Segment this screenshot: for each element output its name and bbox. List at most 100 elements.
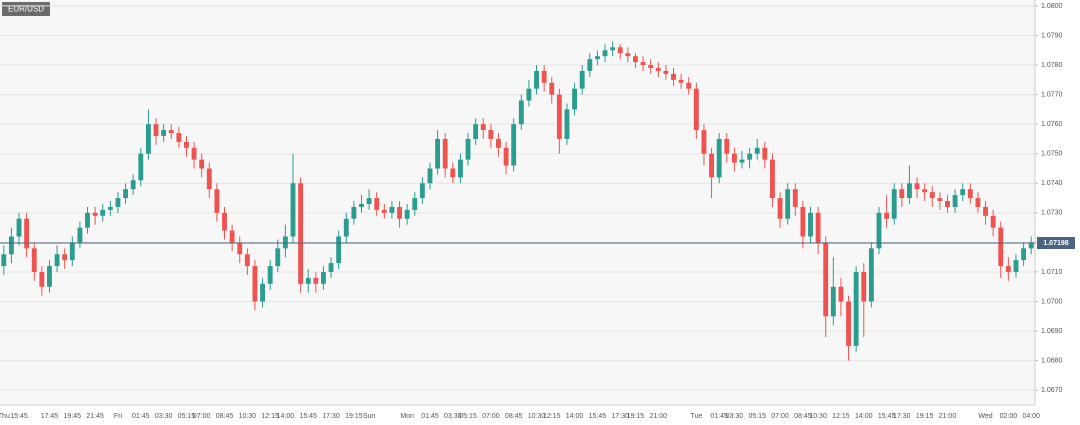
candle-body — [884, 212, 890, 219]
candle-body — [838, 286, 844, 302]
x-tick-label: 14:00 — [855, 413, 873, 420]
candle-body — [754, 147, 760, 154]
candle-body — [457, 159, 463, 178]
candle-body — [823, 242, 829, 317]
candle-body — [693, 88, 699, 131]
y-tick-label: 1.0800 — [1041, 3, 1063, 10]
candle-body — [252, 266, 258, 302]
candle-body — [191, 147, 197, 160]
y-tick-label: 1.0750 — [1041, 151, 1063, 158]
candle-body — [161, 130, 167, 136]
candle-body — [633, 56, 638, 63]
x-tick-label: 03:30 — [155, 413, 173, 420]
candle-body — [724, 138, 730, 154]
x-tick-label: 17:45 — [41, 413, 59, 420]
candle-body — [617, 47, 623, 54]
plot-area — [0, 0, 1035, 405]
candle-body — [336, 236, 342, 264]
x-tick-label: 14:00 — [566, 413, 584, 420]
y-tick-label: 1.0770 — [1041, 91, 1063, 98]
y-tick-label: 1.0710 — [1041, 269, 1063, 276]
candle-body — [237, 242, 243, 255]
candle-body — [534, 70, 539, 89]
x-tick-label: 17:30 — [893, 413, 911, 420]
x-tick-label: 19:15 — [916, 413, 934, 420]
candle-body — [450, 168, 456, 178]
candle-body — [359, 203, 364, 207]
y-tick-label: 1.0780 — [1041, 62, 1063, 69]
candle-body — [739, 159, 745, 163]
candle-body — [176, 133, 182, 142]
candle-body — [1013, 260, 1019, 272]
candle-body — [777, 198, 783, 219]
labels: 1.06701.06801.06901.07001.07101.07201.07… — [0, 3, 1075, 420]
candle-body — [427, 168, 433, 184]
y-tick-label: 1.0690 — [1041, 328, 1063, 335]
candle-body — [229, 230, 235, 243]
candle-body — [663, 70, 669, 74]
x-tick-label: Mon — [400, 413, 414, 420]
candle-body — [115, 198, 121, 207]
candle-body — [8, 236, 14, 255]
y-tick-label: 1.0740 — [1041, 180, 1063, 187]
candle-body — [85, 212, 90, 228]
candle-body — [815, 212, 821, 243]
candle-body — [678, 79, 684, 83]
x-tick-label: 21:00 — [650, 413, 668, 420]
candle-body — [526, 88, 532, 101]
candle-body — [351, 206, 357, 219]
candle-body — [891, 189, 897, 219]
candle-body — [655, 67, 661, 71]
y-tick-label: 1.0790 — [1041, 32, 1063, 39]
candle-body — [914, 183, 920, 190]
x-tick-label: 21:45 — [86, 413, 104, 420]
candle-body — [244, 254, 250, 267]
x-tick-label: Sun — [363, 413, 376, 420]
candle-body — [640, 62, 646, 66]
candle-body — [496, 138, 501, 148]
candle-body — [594, 56, 600, 60]
candle-body — [442, 138, 448, 169]
x-tick-label: 15:45 — [878, 413, 896, 420]
candle-body — [54, 254, 60, 267]
candles — [0, 41, 1035, 361]
candle-body — [1021, 248, 1027, 261]
candle-body — [107, 206, 113, 210]
x-tick-label: 05:15 — [178, 413, 196, 420]
candle-body — [975, 198, 981, 207]
candle-body — [922, 189, 928, 193]
candle-body — [69, 242, 75, 261]
x-tick-label: Fri — [114, 413, 123, 420]
x-tick-label: 08:45 — [216, 413, 234, 420]
candle-body — [792, 189, 798, 207]
y-tick-label: 1.0760 — [1041, 121, 1063, 128]
y-tick-label: 1.0670 — [1041, 387, 1063, 394]
candle-body — [762, 147, 768, 160]
candle-body — [214, 189, 220, 213]
candle-body — [648, 65, 654, 68]
chart-title: EUR/USD — [8, 5, 44, 14]
x-tick-label: 08:45 — [794, 413, 812, 420]
candle-body — [374, 198, 380, 210]
candle-body — [100, 209, 106, 216]
candle-body — [24, 218, 30, 249]
candle-body — [404, 209, 410, 219]
candle-body — [572, 88, 578, 110]
candle-body — [731, 153, 737, 163]
x-tick-label: 07:00 — [482, 413, 500, 420]
candle-body — [397, 206, 402, 219]
candle-body — [503, 147, 509, 166]
x-tick-label: 15:45 — [589, 413, 607, 420]
candle-body — [716, 138, 722, 178]
candle-body — [1028, 242, 1034, 249]
candle-body — [465, 138, 471, 160]
candle-body — [184, 141, 189, 148]
candle-body — [808, 212, 813, 237]
x-tick-label: 10:30 — [528, 413, 546, 420]
candle-body — [899, 189, 905, 199]
candle-body — [290, 183, 296, 237]
candle-body — [1005, 266, 1011, 272]
candle-body — [770, 159, 775, 199]
candle-body — [298, 183, 304, 284]
